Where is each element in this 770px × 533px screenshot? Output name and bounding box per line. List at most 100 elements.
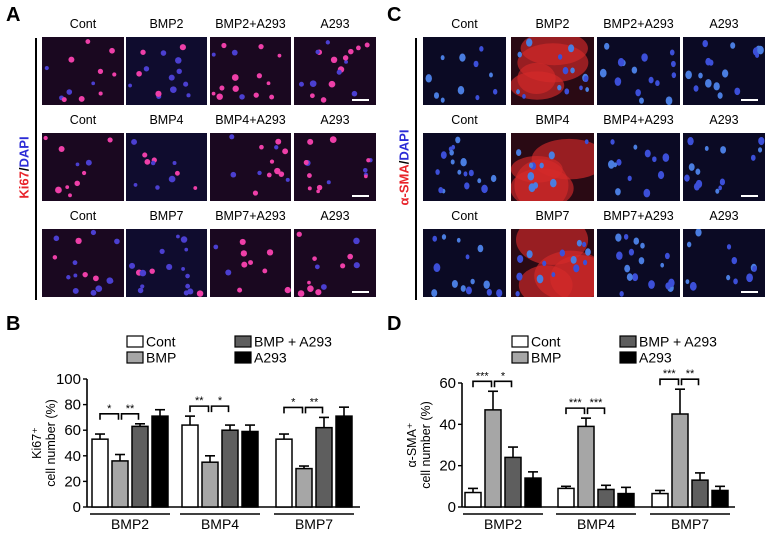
significance-label: *** [663, 368, 677, 380]
significance-label: * [291, 396, 296, 408]
significance-label: *** [476, 370, 490, 382]
significance-label: * [218, 395, 223, 407]
micrograph [511, 229, 594, 297]
y-tick-label: 20 [64, 473, 81, 490]
panel-c-divider [415, 38, 417, 300]
legend-label: Cont [531, 334, 561, 350]
condition-label: Cont [69, 17, 97, 31]
legend-label: BMP [531, 350, 561, 366]
micrograph [210, 37, 291, 105]
significance-bracket [283, 406, 304, 414]
y-tick-label: 80 [64, 397, 81, 414]
micrograph [423, 37, 506, 105]
significance-bracket [680, 378, 700, 386]
y-tick-label: 100 [56, 371, 81, 388]
condition-label: BMP2 [535, 17, 570, 31]
bar [111, 460, 129, 508]
condition-label: BMP7+A293 [215, 209, 286, 223]
condition-label: A293 [709, 113, 739, 127]
condition-label: BMP4+A293 [215, 113, 286, 127]
scale-bar [352, 195, 369, 197]
legend-swatch [511, 335, 529, 348]
significance-label: ** [195, 395, 204, 407]
micrograph [683, 37, 765, 105]
micrograph [597, 229, 680, 297]
y-axis-label-line2: cell number (%) [419, 401, 433, 489]
condition-label: Cont [69, 209, 97, 223]
condition-label: BMP7 [149, 209, 184, 223]
significance-bracket [586, 407, 606, 415]
significance-bracket [304, 406, 324, 414]
bar [315, 426, 333, 508]
condition-label: A293 [709, 17, 739, 31]
significance-bracket [565, 407, 586, 415]
scale-bar [741, 291, 758, 293]
condition-label: A293 [320, 113, 350, 127]
micrograph [294, 133, 376, 201]
bar [151, 415, 169, 508]
micrograph [126, 229, 207, 297]
micrograph [42, 37, 124, 105]
bar [711, 489, 729, 508]
condition-label: Cont [451, 113, 478, 127]
bar [504, 456, 522, 508]
significance-label: * [107, 403, 112, 415]
bar [201, 461, 219, 508]
category-label: BMP4 [201, 516, 239, 532]
bar [275, 438, 293, 508]
panel-letter-c: C [387, 4, 402, 26]
bar [557, 487, 575, 508]
category-label: BMP2 [111, 516, 149, 532]
bar [524, 477, 542, 508]
significance-bracket [493, 380, 513, 388]
micrograph [423, 133, 506, 201]
category-label: BMP7 [295, 516, 333, 532]
significance-bracket [210, 405, 230, 413]
condition-label: BMP4+A293 [603, 113, 674, 127]
micrograph [683, 229, 765, 297]
bar [335, 415, 353, 508]
y-tick-label: 0 [73, 499, 81, 516]
legend-swatch [511, 351, 529, 364]
condition-label: Cont [451, 17, 478, 31]
significance-bracket [189, 405, 210, 413]
bar [295, 467, 313, 508]
legend-swatch [619, 335, 637, 348]
legend-label: A293 [254, 350, 287, 366]
condition-label: Cont [451, 209, 478, 223]
panel-letter-b: B [6, 313, 21, 335]
legend-swatch [234, 335, 252, 348]
bar [577, 425, 595, 508]
significance-bracket [120, 413, 140, 420]
bar [181, 424, 199, 508]
significance-label: *** [569, 397, 583, 409]
micrograph [294, 229, 376, 297]
y-axis-label-line2: cell number (%) [44, 399, 58, 487]
scale-bar [352, 99, 369, 101]
micrograph [294, 37, 376, 105]
y-axis-label-line1: α-SMA⁺ [405, 422, 419, 467]
bar [671, 413, 689, 508]
bar [651, 492, 669, 508]
condition-label: BMP7 [535, 209, 570, 223]
y-tick-label: 20 [439, 458, 456, 475]
legend-label: A293 [639, 350, 672, 366]
y-tick-label: 60 [439, 375, 456, 392]
micrograph [511, 133, 594, 201]
micrograph [126, 37, 207, 105]
micrograph [423, 229, 506, 297]
micrograph [210, 133, 291, 201]
y-tick-label: 40 [439, 416, 456, 433]
significance-label: ** [686, 368, 695, 380]
category-label: BMP4 [577, 516, 615, 532]
micrograph [511, 37, 594, 105]
legend-label: BMP [146, 350, 176, 366]
panel-letter-d: D [387, 313, 402, 335]
condition-label: BMP4 [149, 113, 184, 127]
scale-bar [352, 291, 369, 293]
condition-label: A293 [320, 17, 350, 31]
micrograph [126, 133, 207, 201]
micrograph [42, 229, 124, 297]
